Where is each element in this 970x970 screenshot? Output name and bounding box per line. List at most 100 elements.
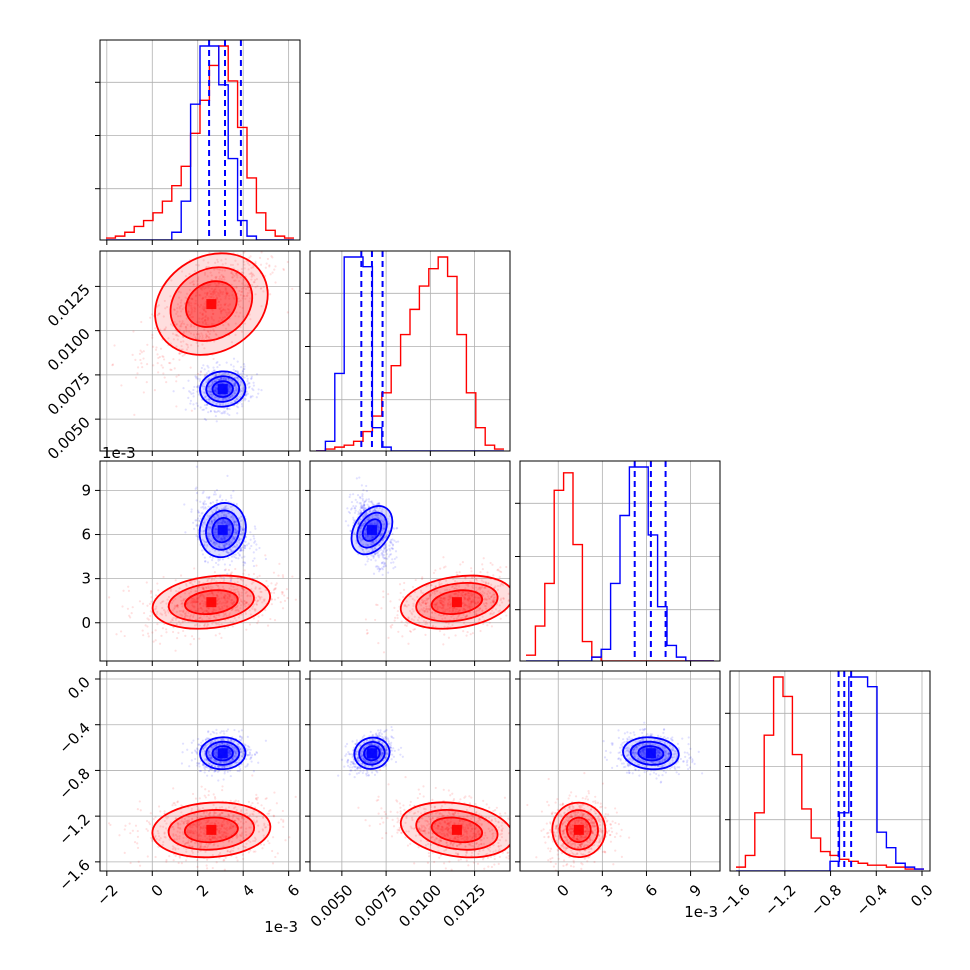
sample-point: [205, 407, 208, 410]
sample-point: [208, 812, 211, 815]
sample-point: [180, 323, 183, 326]
sample-point: [372, 555, 375, 558]
sample-point: [178, 358, 181, 361]
sample-point: [235, 836, 238, 840]
sample-point: [212, 803, 215, 807]
sample-point: [192, 527, 196, 530]
sample-point: [149, 614, 152, 618]
sample-point: [239, 549, 242, 553]
sample-point: [263, 598, 266, 601]
sample-point: [180, 299, 183, 302]
sample-point: [270, 255, 273, 258]
sample-point: [363, 503, 366, 507]
sample-point: [251, 273, 254, 276]
sample-point: [191, 851, 194, 854]
sample-point: [358, 476, 361, 479]
sample-point: [464, 576, 467, 579]
sample-point: [451, 623, 454, 627]
sample-point: [471, 587, 475, 590]
sample-point: [228, 827, 231, 830]
sample-point: [207, 537, 210, 540]
sample-point: [192, 521, 195, 524]
sample-point: [381, 549, 385, 552]
sample-point: [251, 284, 254, 287]
sample-point: [210, 591, 214, 594]
sample-point: [190, 302, 193, 305]
sample-point: [363, 504, 366, 507]
sample-point: [201, 492, 204, 495]
sample-point: [422, 606, 425, 610]
sample-point: [164, 836, 167, 839]
sample-point: [193, 567, 196, 570]
sample-point: [254, 797, 258, 801]
sample-point: [234, 806, 237, 809]
sample-point: [511, 574, 513, 576]
sample-point: [180, 602, 183, 606]
sample-point: [211, 622, 214, 625]
sample-point: [192, 280, 195, 283]
sample-point: [156, 830, 159, 833]
sample-point: [424, 602, 428, 606]
sample-point: [162, 315, 165, 318]
sample-point: [245, 812, 248, 815]
sample-point: [212, 837, 215, 840]
sample-point: [378, 568, 382, 571]
sample-point: [280, 818, 283, 821]
sample-point: [250, 272, 253, 275]
sample-point: [214, 287, 217, 291]
sample-point: [138, 800, 141, 803]
sample-point: [152, 364, 155, 367]
sample-point: [243, 367, 246, 371]
sample-point: [229, 515, 233, 519]
sample-point: [228, 523, 231, 527]
sample-point: [165, 817, 168, 820]
sample-point: [190, 810, 193, 813]
sample-point: [216, 260, 220, 263]
sample-point: [260, 389, 263, 392]
sample-point: [363, 515, 366, 518]
sample-point: [252, 617, 256, 620]
sample-point: [232, 368, 235, 371]
sample-point: [233, 555, 236, 558]
sample-point: [255, 815, 258, 819]
sample-point: [165, 827, 168, 830]
sample-point: [182, 629, 185, 633]
sample-point: [239, 529, 243, 533]
sample-point: [240, 826, 243, 829]
sample-point: [189, 826, 192, 829]
sample-point: [230, 363, 233, 366]
sample-point: [217, 821, 220, 825]
sample-point: [485, 602, 488, 605]
sample-point: [196, 597, 199, 600]
sample-point: [472, 593, 475, 596]
sample-point: [362, 516, 365, 519]
sample-point: [368, 500, 371, 503]
sample-point: [227, 372, 230, 375]
sample-point: [220, 507, 223, 511]
sample-point: [188, 844, 191, 847]
sample-point: [182, 610, 185, 614]
sample-point: [197, 538, 200, 541]
sample-point: [294, 598, 297, 601]
sample-point: [154, 816, 157, 819]
sample-point: [227, 524, 230, 527]
sample-point: [405, 624, 408, 627]
sample-point: [229, 823, 233, 826]
sample-point: [254, 540, 257, 543]
sample-point: [365, 548, 368, 551]
sample-point: [352, 521, 355, 525]
sample-point: [150, 838, 154, 841]
sample-point: [219, 309, 223, 313]
sample-point: [216, 584, 219, 587]
sample-point: [241, 587, 244, 590]
sample-point: [224, 262, 227, 265]
sample-point: [240, 527, 244, 530]
sample-point: [223, 546, 226, 549]
sample-point: [196, 333, 199, 336]
sample-point: [217, 597, 221, 600]
sample-point: [243, 602, 247, 605]
sample-point: [402, 588, 406, 591]
sample-point: [387, 531, 390, 534]
sample-point: [366, 560, 369, 563]
